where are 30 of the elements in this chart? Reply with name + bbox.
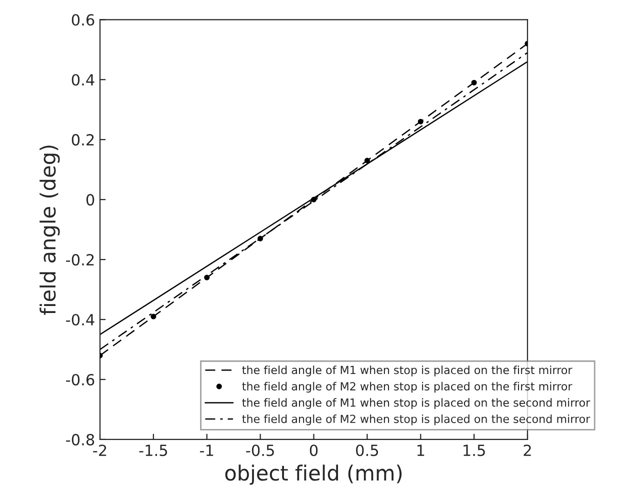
- y-tick-label: 0.4: [72, 74, 94, 86]
- legend-label: the field angle of M1 when stop is placed on the first mirror: [242, 366, 572, 376]
- x-tick-label: -0.5: [246, 444, 274, 456]
- point: [418, 118, 424, 124]
- point: [258, 236, 264, 242]
- x-tick-label: 0.5: [356, 444, 378, 456]
- point: [204, 274, 210, 280]
- x-tick-label: -1.5: [139, 444, 168, 456]
- point: [310, 196, 317, 202]
- y-axis-title: field angle (deg): [40, 146, 60, 315]
- y-tick-label: -0.8: [66, 434, 94, 446]
- x-tick-label: -2: [93, 444, 106, 456]
- y-tick-label: 0.6: [72, 14, 94, 26]
- x-tick-label: 1: [417, 444, 424, 456]
- legend-label: the field angle of M2 when stop is placed on the first mirror: [242, 382, 572, 393]
- point: [364, 158, 370, 164]
- point: [471, 80, 477, 86]
- point: [150, 314, 156, 320]
- legend-label: the field angle of M2 when stop is placed on the second mirror: [242, 414, 590, 426]
- x-tick-label: 0: [310, 444, 318, 456]
- y-tick-label: -0.6: [66, 374, 94, 386]
- x-axis-title: object field (mm): [225, 464, 402, 485]
- y-tick-label: -0.4: [66, 314, 94, 326]
- y-tick-label: -0.2: [66, 254, 94, 266]
- x-tick-label: 2: [524, 444, 531, 456]
- x-tick-label: 1.5: [464, 444, 485, 456]
- y-tick-label: 0.2: [72, 134, 94, 146]
- legend-label: the field angle of M1 when stop is placed on the second mirror: [242, 398, 590, 409]
- y-tick-label: 0: [86, 194, 94, 206]
- x-tick-label: -1: [200, 444, 214, 456]
